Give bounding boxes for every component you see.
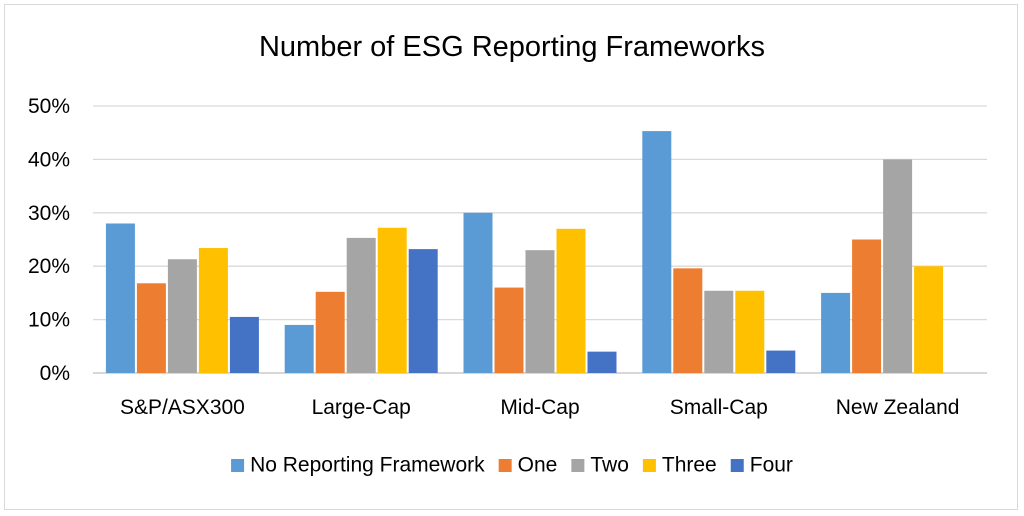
bar: [105, 223, 135, 373]
bar: [556, 228, 586, 373]
chart-frame: [4, 4, 1018, 510]
bar: [704, 290, 734, 373]
legend-item: No Reporting Framework: [231, 454, 485, 477]
bar: [198, 248, 228, 373]
legend-swatch: [730, 459, 744, 472]
y-tick-label: 10%: [28, 309, 70, 332]
bar: [642, 131, 672, 373]
legend-swatch: [642, 459, 656, 472]
y-tick-label: 0%: [40, 362, 70, 385]
y-axis: 0% 10% 20% 30% 40% 50%: [28, 95, 70, 385]
legend: No Reporting Framework One Two Three Four: [231, 454, 793, 477]
bar: [883, 159, 913, 373]
y-tick-label: 50%: [28, 95, 70, 118]
y-tick-label: 20%: [28, 255, 70, 278]
legend-label: One: [518, 454, 558, 477]
bar: [914, 266, 944, 373]
x-tick-label: Large-Cap: [312, 396, 411, 419]
legend-item: Four: [730, 454, 793, 477]
legend-items: No Reporting Framework One Two Three Four: [231, 454, 793, 477]
bar: [766, 350, 796, 373]
legend-label: Three: [662, 454, 717, 477]
y-tick-label: 40%: [28, 148, 70, 171]
bar: [315, 291, 345, 373]
legend-item: Three: [642, 454, 717, 477]
x-tick-label: New Zealand: [836, 396, 960, 419]
x-tick-label: S&P/ASX300: [120, 396, 245, 419]
bar: [494, 287, 524, 373]
bar: [852, 239, 882, 373]
x-tick-label: Mid-Cap: [500, 396, 579, 419]
y-tick-label: 30%: [28, 202, 70, 225]
legend-label: Two: [590, 454, 629, 477]
legend-item: Two: [571, 454, 629, 477]
bar: [525, 250, 555, 373]
legend-swatch: [498, 459, 512, 472]
legend-label: No Reporting Framework: [250, 454, 485, 477]
bar: [167, 259, 197, 373]
bar: [587, 351, 617, 373]
bar: [346, 237, 376, 373]
x-tick-label: Small-Cap: [670, 396, 768, 419]
bar: [408, 249, 438, 373]
legend-swatch: [231, 459, 245, 472]
bar: [735, 290, 765, 373]
bar: [463, 212, 493, 373]
bar: [821, 292, 851, 373]
legend-swatch: [571, 459, 585, 472]
bar: [377, 227, 407, 373]
legend-label: Four: [750, 454, 793, 477]
bar: [673, 268, 703, 373]
chart-title: Number of ESG Reporting Frameworks: [259, 31, 765, 63]
bar: [229, 316, 259, 373]
bar: [284, 324, 314, 373]
bars: [105, 131, 944, 373]
legend-item: One: [498, 454, 558, 477]
x-axis: S&P/ASX300 Large-Cap Mid-Cap Small-Cap New Z…: [120, 396, 960, 419]
bar: [136, 283, 166, 373]
